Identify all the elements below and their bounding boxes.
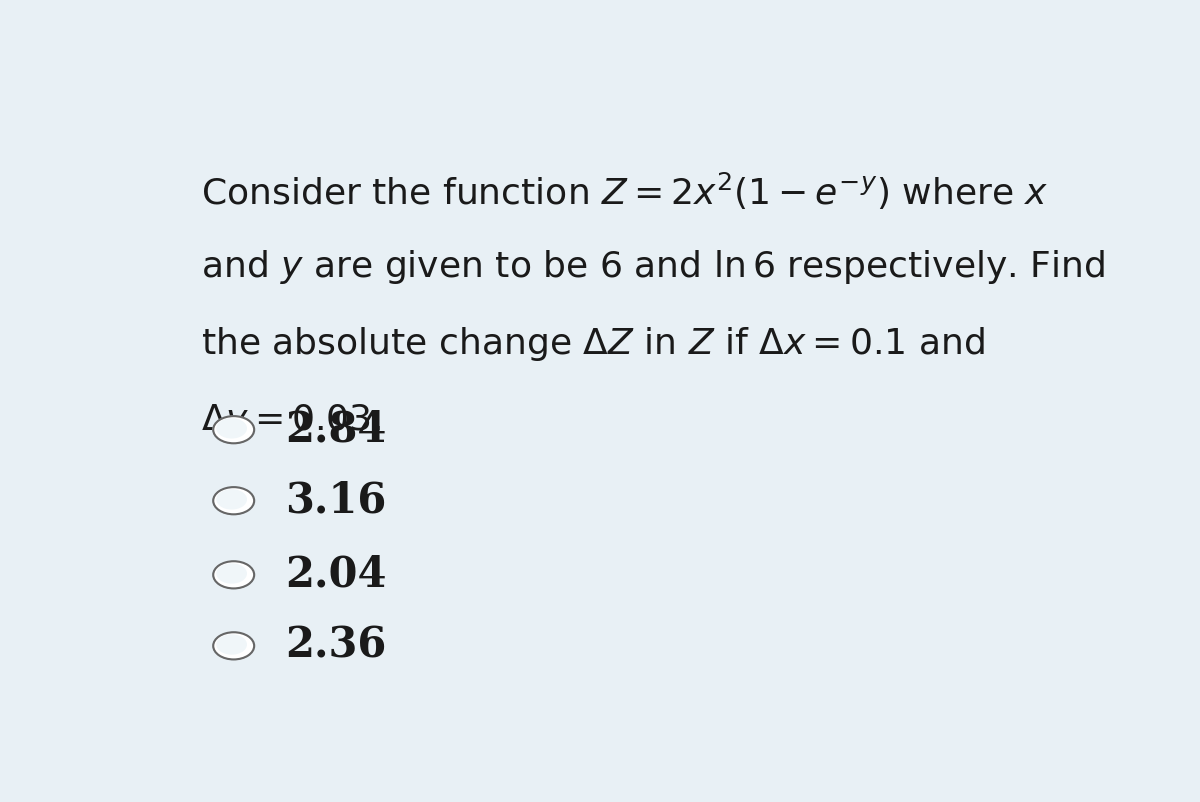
- Circle shape: [214, 416, 254, 444]
- Text: 3.16: 3.16: [284, 480, 386, 522]
- Text: the absolute change $\Delta Z$ in $Z$ if $\Delta x = 0.1$ and: the absolute change $\Delta Z$ in $Z$ if…: [202, 325, 985, 363]
- Circle shape: [212, 415, 256, 444]
- Circle shape: [214, 632, 254, 659]
- Circle shape: [216, 418, 247, 439]
- Circle shape: [216, 563, 252, 587]
- Circle shape: [216, 563, 247, 584]
- Text: Consider the function $Z = 2x^2(1 - e^{-y})$ where $x$: Consider the function $Z = 2x^2(1 - e^{-…: [202, 170, 1049, 212]
- Circle shape: [212, 561, 256, 589]
- Circle shape: [216, 418, 252, 442]
- Circle shape: [216, 489, 247, 509]
- Circle shape: [216, 634, 252, 658]
- Circle shape: [214, 561, 254, 589]
- Circle shape: [214, 487, 254, 514]
- Circle shape: [216, 634, 247, 654]
- Circle shape: [212, 632, 256, 660]
- Text: $\Delta y = 0.03.$: $\Delta y = 0.03.$: [202, 402, 382, 439]
- Text: 2.84: 2.84: [284, 409, 386, 451]
- Text: 2.04: 2.04: [284, 554, 386, 596]
- Text: and $y$ are given to be 6 and $\ln 6$ respectively. Find: and $y$ are given to be 6 and $\ln 6$ re…: [202, 248, 1105, 286]
- Circle shape: [216, 488, 252, 512]
- Text: 2.36: 2.36: [284, 625, 386, 666]
- Circle shape: [212, 487, 256, 515]
